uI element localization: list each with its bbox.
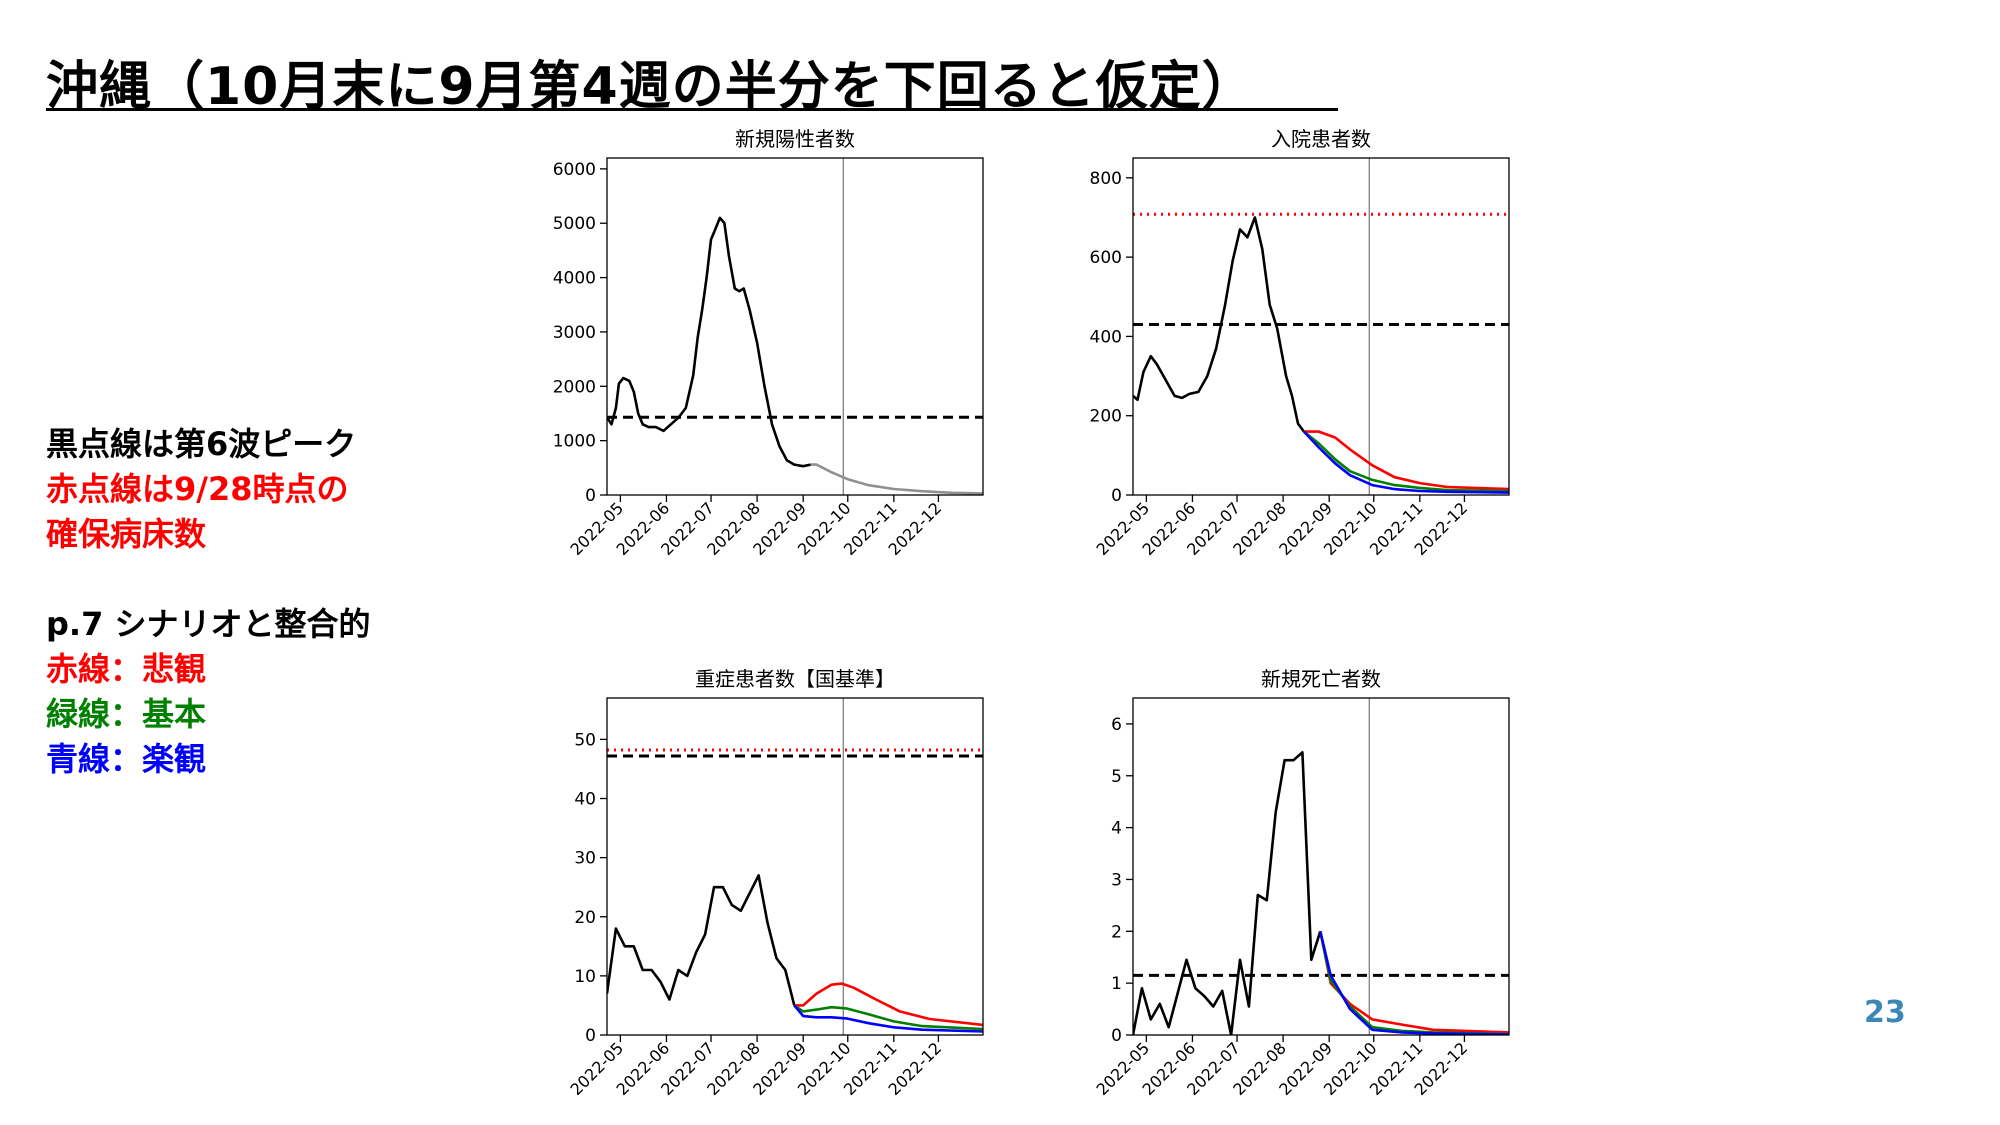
plot-frame (606, 157, 984, 496)
y-tick-label: 4000 (553, 269, 596, 289)
y-tick-label: 40 (574, 790, 596, 810)
chart-title: 入院患者数 (1271, 127, 1371, 151)
y-tick-label: 6 (1111, 715, 1122, 735)
y-tick-label: 2 (1111, 922, 1122, 942)
series-line-0 (607, 216, 811, 468)
y-tick-label: 5 (1111, 767, 1122, 787)
plot-area (607, 698, 983, 1035)
series-line-3 (1319, 931, 1509, 1035)
y-tick-label: 6000 (553, 160, 596, 180)
page-number: 23 (1864, 995, 1906, 1030)
legend-notes: 黒点線は第6波ピーク 赤点線は9/28時点の 確保病床数 p.7 シナリオと整合… (46, 422, 370, 782)
plot-area (1133, 158, 1509, 495)
series-line-1 (794, 982, 983, 1027)
series-line-2 (1303, 430, 1509, 493)
series-line-0 (607, 874, 796, 1006)
chart-new-cases: 新規陽性者数01000200030004000500060002022-0520… (553, 127, 984, 559)
y-tick-label: 2000 (553, 377, 596, 397)
note-optimistic: 青線：楽観 (46, 740, 207, 778)
plot-frame (1132, 157, 1510, 496)
title-underline (46, 108, 1338, 111)
chart-title: 新規死亡者数 (1261, 667, 1381, 691)
series-line-0 (1133, 751, 1322, 1035)
series-line-2 (1319, 931, 1509, 1035)
note-scenario: p.7 シナリオと整合的 (46, 605, 371, 643)
note-red-dotted-cont: 確保病床数 (46, 515, 207, 553)
note-baseline: 緑線：基本 (46, 695, 207, 733)
plot-area (1133, 698, 1509, 1035)
y-tick-label: 3 (1111, 870, 1122, 890)
y-tick-label: 0 (1111, 1026, 1122, 1046)
y-tick-label: 1 (1111, 974, 1122, 994)
series-line-2 (793, 1004, 983, 1031)
y-tick-label: 0 (1111, 486, 1122, 506)
chart-deaths: 新規死亡者数01234562022-052022-062022-072022-0… (1092, 667, 1510, 1099)
y-tick-label: 0 (585, 486, 596, 506)
y-tick-label: 3000 (553, 323, 596, 343)
chart-title: 新規陽性者数 (735, 127, 855, 151)
y-tick-label: 5000 (553, 214, 596, 234)
y-tick-label: 1000 (553, 432, 596, 452)
plot-area (607, 158, 983, 495)
y-tick-label: 10 (574, 967, 596, 987)
y-tick-label: 50 (574, 730, 596, 750)
note-black-dotted: 黒点線は第6波ピーク (46, 425, 357, 463)
chart-title: 重症患者数【国基準】 (695, 667, 895, 691)
y-tick-label: 200 (1090, 407, 1122, 427)
y-tick-label: 400 (1090, 327, 1122, 347)
plot-frame (1132, 697, 1510, 1036)
y-tick-label: 600 (1090, 248, 1122, 268)
series-line-1 (1303, 430, 1509, 491)
y-tick-label: 30 (574, 849, 596, 869)
y-tick-label: 800 (1090, 169, 1122, 189)
slide-title: 沖縄（10月末に9月第4週の半分を下回ると仮定） (46, 57, 1255, 117)
plot-frame (606, 697, 984, 1036)
y-tick-label: 0 (585, 1026, 596, 1046)
y-tick-label: 4 (1111, 819, 1122, 839)
series-line-3 (1302, 430, 1509, 494)
note-red-dotted: 赤点線は9/28時点の (46, 470, 349, 508)
series-line-3 (793, 1004, 983, 1033)
y-tick-label: 20 (574, 908, 596, 928)
series-line-1 (810, 463, 983, 495)
series-line-1 (1319, 931, 1509, 1034)
note-pessimistic: 赤線：悲観 (46, 650, 207, 688)
chart-severe: 重症患者数【国基準】010203040502022-052022-062022-… (566, 667, 984, 1099)
series-line-0 (1133, 216, 1305, 433)
chart-hospitalized: 入院患者数02004006008002022-052022-062022-072… (1090, 127, 1510, 559)
